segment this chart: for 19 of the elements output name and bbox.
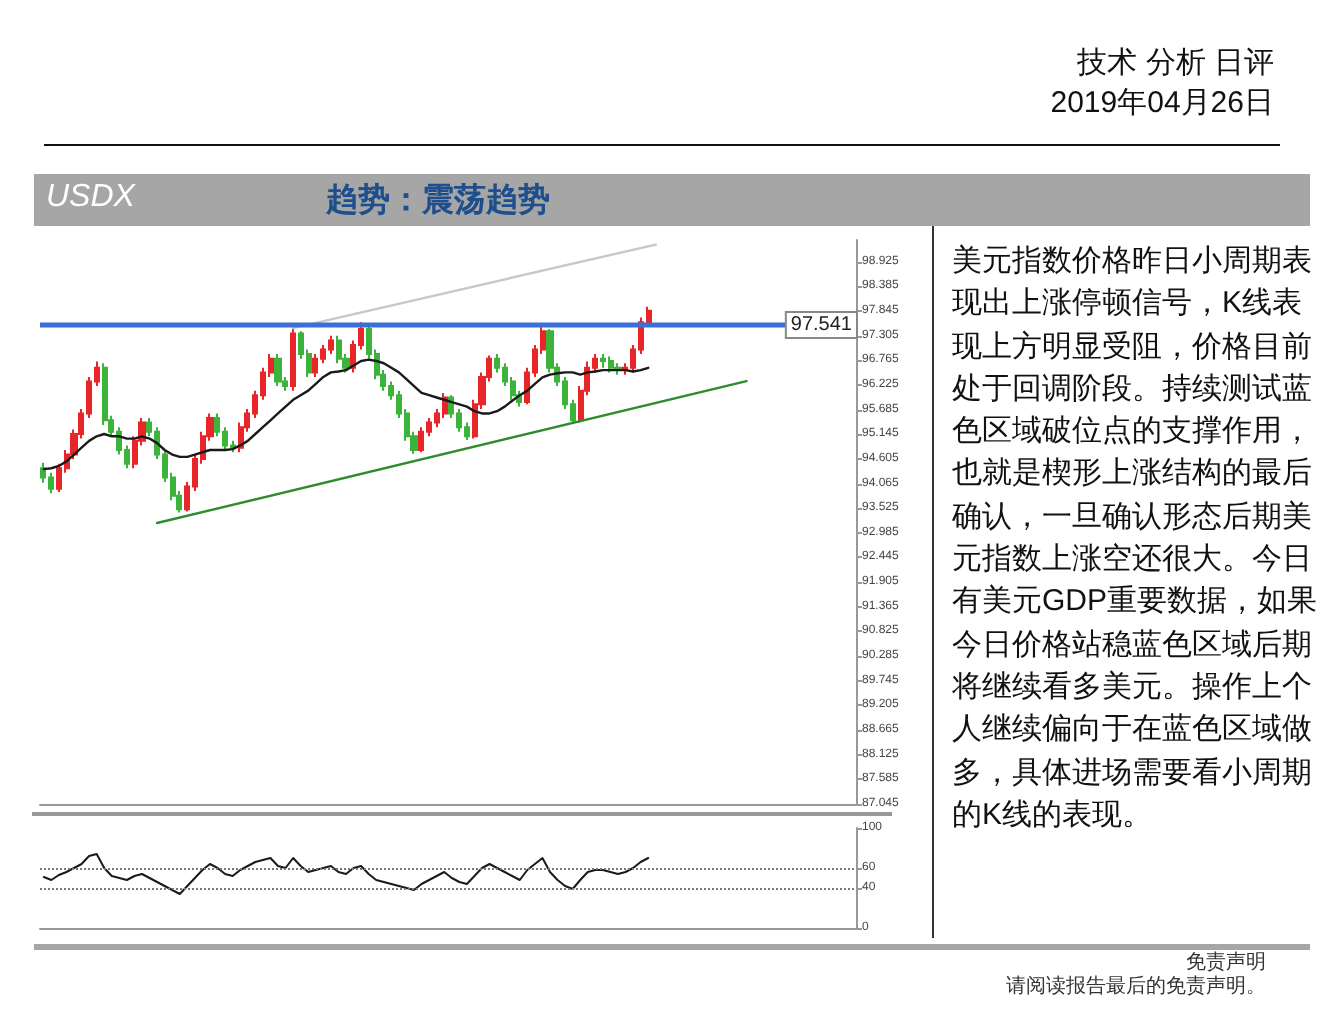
candlestick [274, 353, 282, 388]
candlestick [336, 334, 342, 365]
candlestick [418, 426, 424, 454]
text: 技术 分析 日评 [1075, 44, 1274, 84]
candlestick [600, 353, 606, 369]
candlestick [290, 327, 296, 392]
text: 美元指数价格昨日小周期表现出上涨停顿信号，K线表现上方明显受阻，价格目前处于回调阶段。持续测试蓝色区域破位点的支撑作用，也就是楔形上涨结构的最后确认，一旦确认形态后期美元指数上涨空还很大。今日有美元GDP重要数据，如果今日价格站稳蓝色区域后期将继续看多美元。操作上个人继续偏向于在蓝色区域做多，具体进场需要看小周期的K线的表现。 [952, 244, 1318, 832]
candlestick [328, 334, 334, 356]
text: 免责声明 [1184, 952, 1266, 975]
text: 2019年04月26日 [1050, 84, 1274, 124]
ref-line-label: 97.541 [790, 313, 853, 336]
chart-subtitle: 趋势：震荡趋势 [326, 180, 550, 222]
candlestick [312, 353, 318, 378]
chart-title: USDX [46, 180, 135, 216]
candlestick [48, 471, 54, 495]
line-series [42, 853, 650, 895]
candlestick [608, 355, 614, 374]
line-series [42, 358, 650, 471]
text: 请阅读报告最后的免责声明。 [1006, 976, 1266, 1000]
